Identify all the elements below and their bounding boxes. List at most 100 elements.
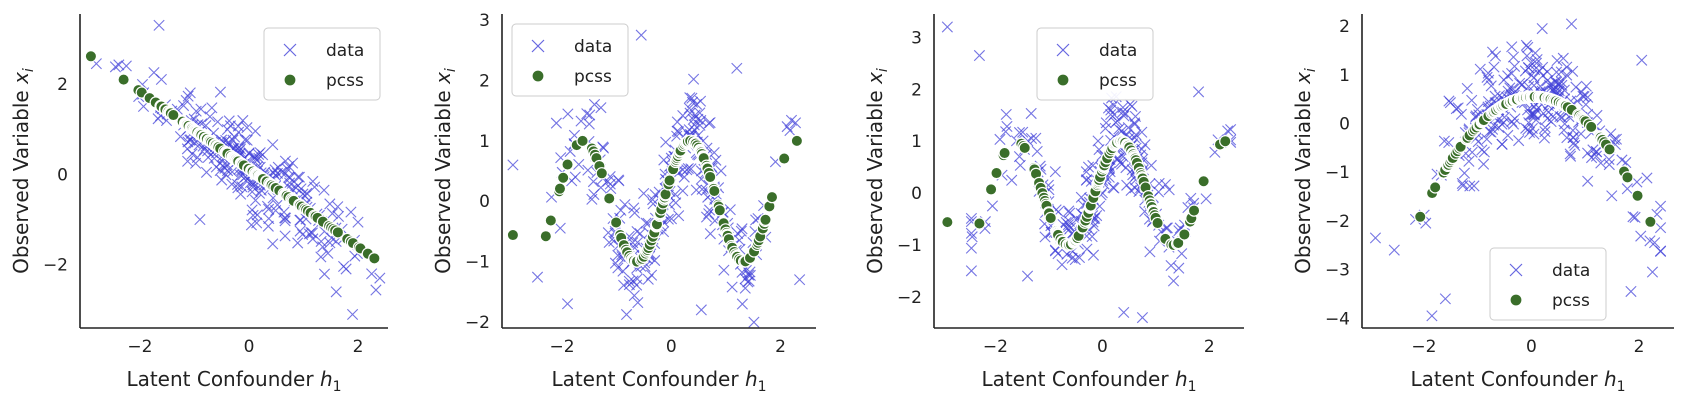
x-tick-label: 2 <box>1204 337 1215 357</box>
data-point <box>1549 76 1561 88</box>
data-point <box>1017 126 1029 138</box>
data-point <box>635 29 647 41</box>
data-point <box>1110 116 1122 129</box>
data-point <box>290 182 302 194</box>
pcss-point <box>603 192 616 205</box>
data-point <box>1185 192 1197 204</box>
data-point <box>694 95 707 107</box>
x-tick-label: 0 <box>1526 337 1537 357</box>
data-point <box>941 21 953 33</box>
data-point <box>665 213 678 225</box>
data-point <box>1121 179 1133 191</box>
pcss-point <box>759 213 772 226</box>
data-point <box>235 188 247 200</box>
data-point <box>986 200 999 212</box>
data-point <box>1000 108 1012 121</box>
data-point <box>1506 41 1518 53</box>
data-point <box>1049 244 1061 256</box>
pcss-point <box>990 166 1003 180</box>
data-point <box>1486 46 1499 58</box>
data-point <box>1646 266 1659 278</box>
pcss-point <box>539 230 553 243</box>
data-point <box>1485 126 1497 138</box>
pcss-point <box>941 215 954 229</box>
data-point <box>1466 94 1478 106</box>
pcss-point <box>973 217 986 230</box>
data-point <box>671 130 683 142</box>
pcss-point <box>703 170 717 184</box>
data-point <box>700 211 713 223</box>
data-point <box>965 242 978 254</box>
data-point <box>294 225 306 237</box>
data-point <box>1502 129 1514 141</box>
data-point <box>1644 235 1656 247</box>
data-point <box>1654 222 1667 234</box>
data-point <box>1476 144 1488 156</box>
data-point <box>249 194 262 206</box>
data-point <box>1192 86 1205 98</box>
data-point <box>704 228 716 240</box>
data-point <box>973 49 986 62</box>
data-point <box>332 201 344 213</box>
data-point <box>308 181 321 193</box>
data-point <box>1507 83 1519 95</box>
chart-panel-4: −2 0 2 −4 −3 −2 −1 0 1 2 Latent Confounder h1 Obser… <box>1291 14 1674 395</box>
data-point <box>670 197 682 209</box>
pcss-point <box>1644 215 1657 228</box>
data-point <box>1504 82 1516 94</box>
data-point <box>785 114 798 126</box>
x-tick-label: −2 <box>127 337 152 357</box>
data-point <box>1426 310 1438 322</box>
data-point <box>1030 132 1042 144</box>
y-tick-label: 3 <box>911 28 922 48</box>
data-point <box>1496 138 1508 150</box>
x-tick-label: −2 <box>1411 337 1436 357</box>
data-point <box>1654 200 1667 212</box>
data-point <box>628 202 640 214</box>
data-point <box>1014 159 1026 171</box>
data-point <box>1056 259 1068 271</box>
data-point <box>237 114 249 127</box>
data-point <box>1513 135 1525 147</box>
data-point <box>678 171 690 183</box>
y-tick-label: −2 <box>1325 212 1350 232</box>
data-point <box>638 187 650 199</box>
data-point <box>239 134 251 146</box>
data-point <box>1649 237 1661 249</box>
y-axis-label: Observed Variable xi <box>9 68 37 274</box>
data-point <box>1585 152 1598 164</box>
data-point <box>1582 91 1594 103</box>
data-point <box>1369 232 1382 244</box>
y-tick-label: 0 <box>57 165 68 185</box>
data-point <box>1031 145 1043 157</box>
data-point <box>1481 71 1493 83</box>
data-point <box>629 207 641 219</box>
legend-data-label: data <box>1099 41 1137 61</box>
data-point <box>1550 76 1562 88</box>
data-point <box>1477 158 1490 170</box>
legend-data-marker <box>1056 43 1070 57</box>
pcss-point <box>368 252 381 265</box>
data-point <box>695 304 707 316</box>
data-point <box>690 184 702 196</box>
data-point <box>1508 60 1521 72</box>
data-point <box>1482 67 1494 79</box>
data-point <box>1115 158 1128 170</box>
data-point <box>736 298 748 310</box>
pcss-point <box>1178 228 1191 241</box>
data-point <box>1136 126 1148 138</box>
data-point <box>217 160 229 172</box>
data-point <box>226 178 238 190</box>
data-point <box>1438 135 1450 147</box>
data-point <box>267 139 279 151</box>
data-point <box>1136 312 1149 324</box>
pcss-point <box>553 182 567 195</box>
legend-data-marker <box>283 43 297 57</box>
pcss-point <box>556 171 570 184</box>
data-point <box>1595 157 1607 169</box>
y-tick-label: −2 <box>465 313 490 333</box>
data-point <box>1557 52 1569 64</box>
pcss-point <box>713 204 726 217</box>
data-point <box>1523 117 1535 129</box>
data-point <box>318 184 330 196</box>
